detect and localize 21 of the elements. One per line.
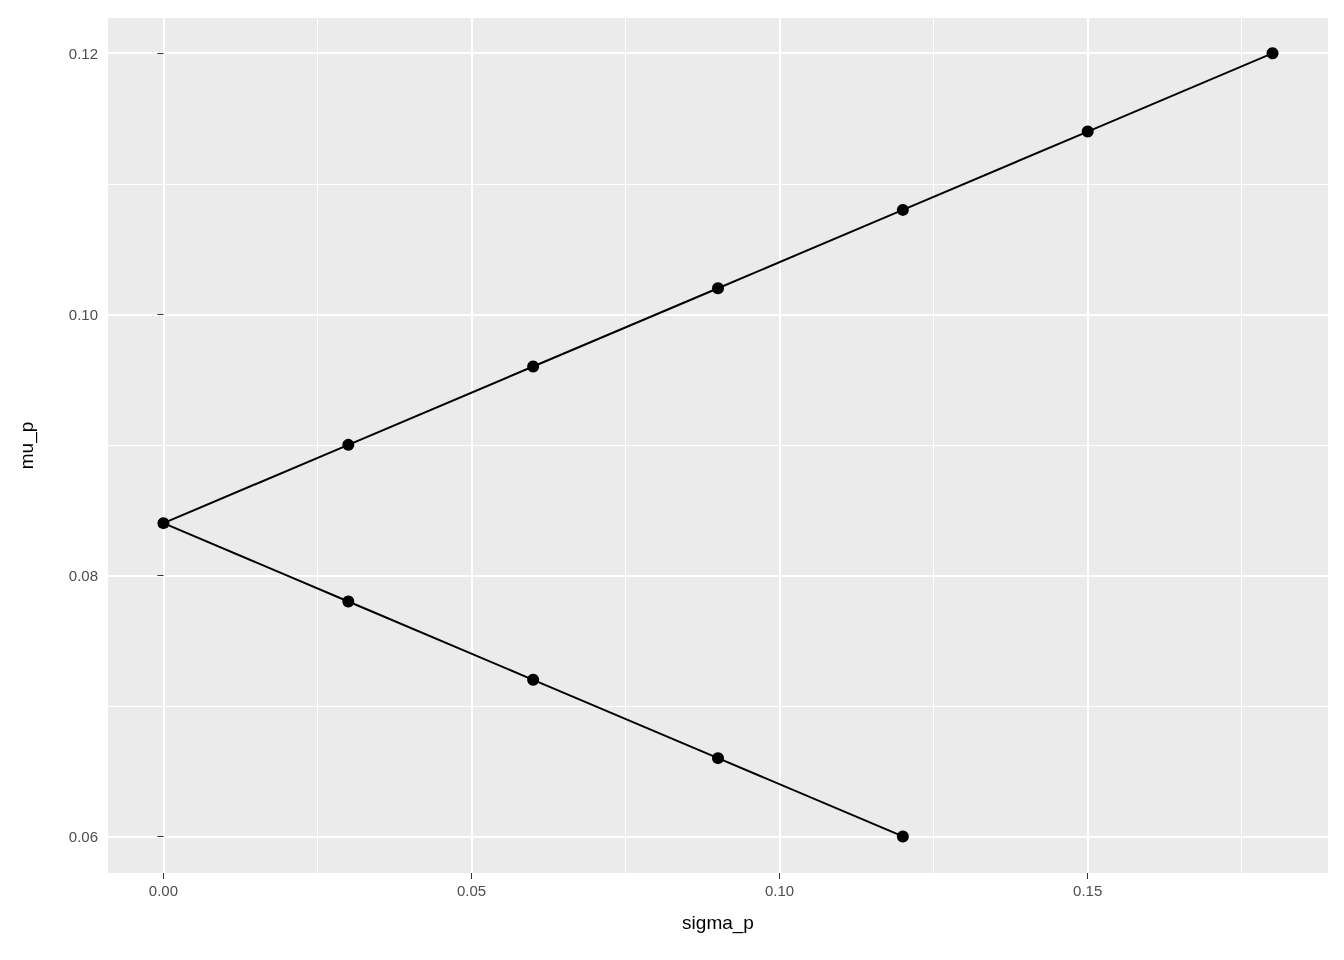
x-tick-label: 0.10: [765, 882, 795, 899]
point: [896, 203, 909, 216]
y-tick-label: 0.12: [68, 44, 98, 62]
y-axis-title: mu_p: [16, 421, 38, 470]
point: [712, 282, 724, 295]
x-tick-label: 0.15: [1073, 882, 1103, 899]
y-tick-label: 0.08: [68, 566, 98, 584]
point: [1266, 47, 1279, 60]
point: [342, 438, 355, 451]
x-axis-title: sigma_p: [682, 912, 754, 934]
point: [342, 595, 355, 608]
y-tick-label: 0.10: [68, 305, 98, 323]
y-tick-label: 0.06: [68, 827, 98, 845]
point: [157, 517, 170, 530]
x-tick-label: 0.05: [456, 882, 487, 899]
point: [1081, 125, 1094, 138]
x-tick-label: 0.00: [148, 882, 179, 899]
point: [712, 752, 724, 765]
point: [896, 830, 909, 843]
point: [527, 673, 540, 686]
point: [527, 360, 540, 373]
